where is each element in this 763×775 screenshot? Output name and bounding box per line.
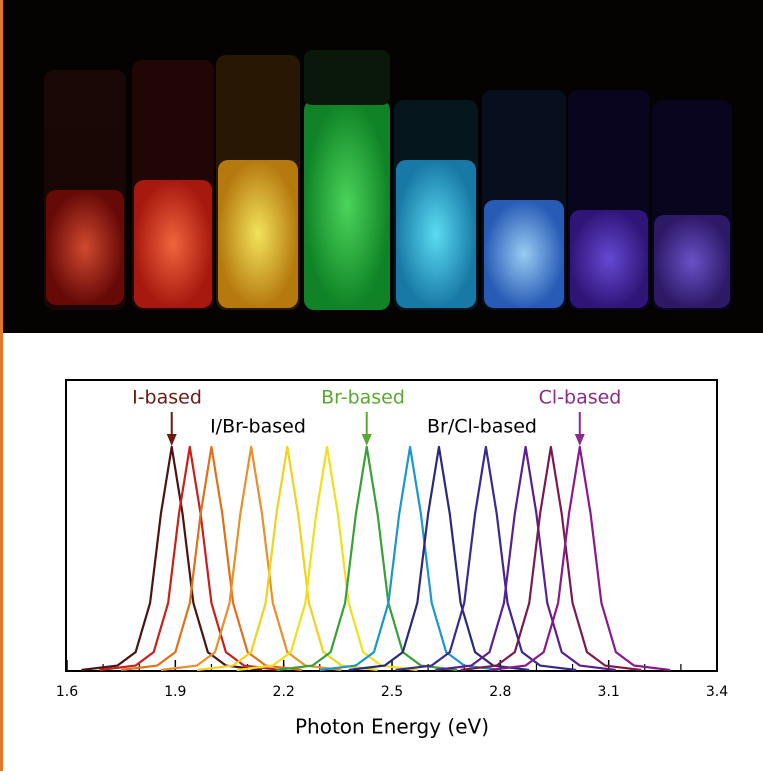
spectrum-line xyxy=(121,447,302,670)
x-tick-label: 2.8 xyxy=(489,684,511,700)
annotation: I-based xyxy=(132,387,202,409)
annotation: I/Br-based xyxy=(210,416,306,438)
annotation: Cl-based xyxy=(539,387,622,409)
spectrum-line xyxy=(461,447,642,670)
x-tick-label: 2.5 xyxy=(381,684,403,700)
photo xyxy=(0,0,763,771)
x-axis-label: Photon Energy (eV) xyxy=(295,715,489,739)
annotation: Br-based xyxy=(321,387,405,409)
spectrum-line xyxy=(237,447,418,670)
annotation: Br/Cl-based xyxy=(427,416,537,438)
figure: Photon Energy (eV) 1.6 1.9 2.2 2.5 2.8 3.1 3.4… xyxy=(0,0,763,771)
page: {"chart_data": {"type": "line", "xlabel"… xyxy=(0,0,763,771)
plot-frame xyxy=(66,380,717,671)
spectrum-line xyxy=(100,447,281,670)
x-tick-label: 1.9 xyxy=(164,684,186,700)
x-tick-label: 1.6 xyxy=(56,684,78,700)
annotation-arrowhead xyxy=(167,434,177,446)
x-tick-label: 3.4 xyxy=(706,684,728,700)
annotation-arrowhead xyxy=(362,434,372,446)
x-tick-label: 3.1 xyxy=(598,684,620,700)
spectrum-line xyxy=(320,447,501,670)
annotation-arrowhead xyxy=(575,434,585,446)
x-tick-label: 2.2 xyxy=(273,684,295,700)
spectrum-line xyxy=(435,447,616,670)
